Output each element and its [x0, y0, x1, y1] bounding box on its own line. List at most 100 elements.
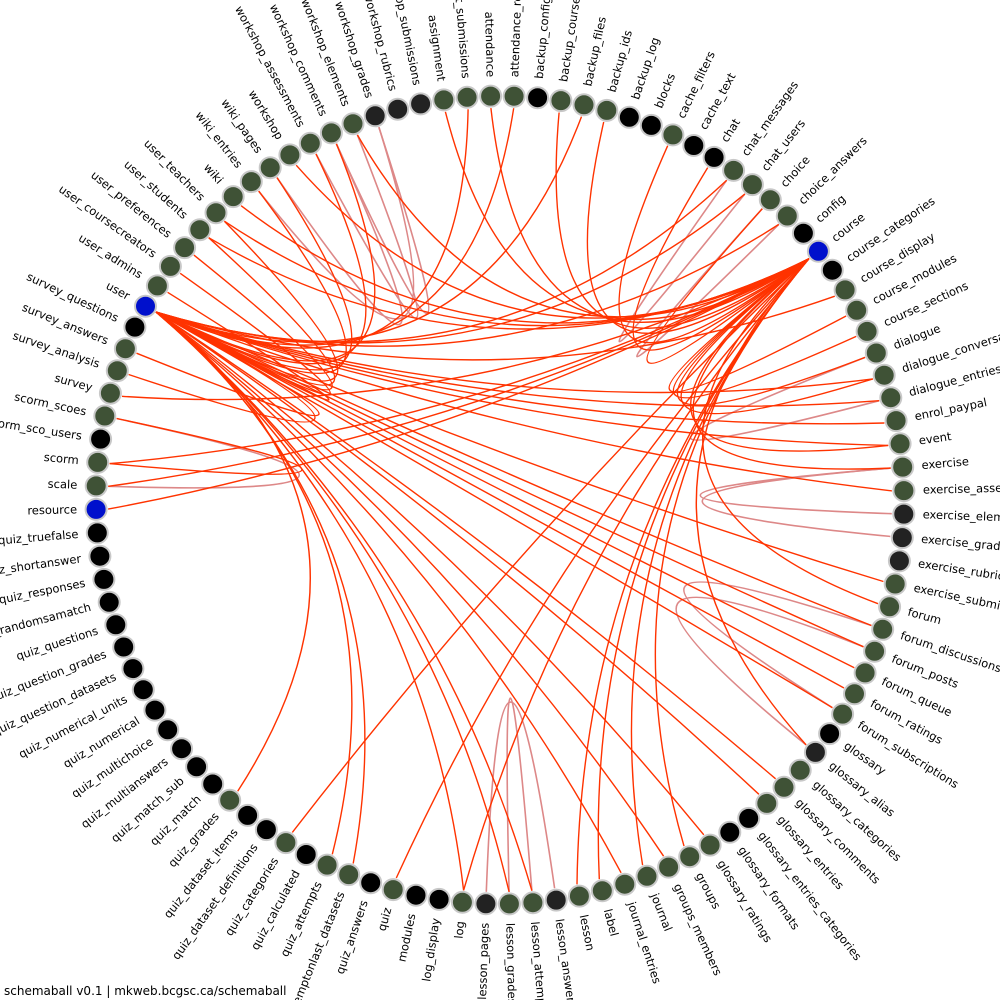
table-node-workshop-assessments[interactable] — [298, 131, 322, 155]
table-node-quiz-numerical-units[interactable] — [131, 678, 155, 702]
table-node-user-teachers[interactable] — [204, 201, 228, 225]
table-node-course-categories[interactable] — [820, 258, 844, 282]
table-node-survey-answers[interactable] — [113, 337, 137, 361]
table-node-assignment[interactable] — [432, 88, 456, 112]
table-node-quiz-numerical[interactable] — [143, 698, 167, 722]
table-node-dialogue[interactable] — [864, 341, 888, 365]
table-node-label[interactable] — [590, 879, 614, 903]
table-node-quiz-dataset-definitions[interactable] — [254, 818, 278, 842]
table-node-log-display[interactable] — [427, 887, 451, 911]
table-node-quiz-question-datasets[interactable] — [121, 657, 145, 681]
table-node-dialogue-entries[interactable] — [879, 386, 903, 410]
table-node-quiz-attempts[interactable] — [315, 853, 339, 877]
table-node-log[interactable] — [450, 890, 474, 914]
table-node-course[interactable] — [806, 239, 830, 263]
table-node-workshop-rubrics[interactable] — [386, 97, 410, 121]
table-node-course-modules[interactable] — [845, 298, 869, 322]
table-node-user-coursecreators[interactable] — [158, 254, 182, 278]
table-node-workshop-grades[interactable] — [363, 104, 387, 128]
table-node-journal-entries[interactable] — [613, 872, 637, 896]
table-node-lesson-answers[interactable] — [544, 888, 568, 912]
table-node-quiz-randomsamatch[interactable] — [97, 590, 121, 614]
table-node-wiki-entries[interactable] — [239, 170, 263, 194]
table-node-scale[interactable] — [84, 474, 108, 498]
table-node-forum[interactable] — [878, 595, 902, 619]
table-node-glossary-categories[interactable] — [788, 758, 812, 782]
table-node-backup-ids[interactable] — [595, 98, 619, 122]
table-node-glossary-formats[interactable] — [718, 820, 742, 844]
table-node-quiz-calculated[interactable] — [294, 843, 318, 866]
table-node-forum-discussions[interactable] — [871, 617, 895, 641]
table-node-quiz-responses[interactable] — [92, 567, 116, 591]
table-node-exercise[interactable] — [891, 455, 915, 479]
table-node-course-display[interactable] — [833, 278, 857, 302]
table-node-scorm-sco-users[interactable] — [89, 427, 113, 451]
table-node-quiz-grades[interactable] — [218, 788, 242, 812]
table-node-glossary-comments[interactable] — [772, 775, 796, 799]
table-node-journal[interactable] — [635, 864, 659, 888]
table-node-wiki[interactable] — [221, 185, 245, 209]
table-node-scorm[interactable] — [86, 450, 110, 474]
table-node-user-preferences[interactable] — [173, 236, 197, 260]
table-node-survey-questions[interactable] — [123, 315, 147, 339]
table-node-dialogue-conversations[interactable] — [872, 363, 896, 387]
table-node-choice-answers[interactable] — [775, 204, 799, 228]
table-node-quiz-match-sub[interactable] — [185, 755, 209, 779]
table-node-quiz-answers[interactable] — [359, 871, 383, 895]
table-node-modules[interactable] — [404, 883, 428, 907]
table-node-glossary-entries-categories[interactable] — [737, 806, 761, 830]
table-node-blocks[interactable] — [639, 113, 663, 137]
table-node-glossary[interactable] — [818, 722, 842, 746]
table-node-lesson-pages[interactable] — [474, 892, 498, 916]
table-node-workshop-elements[interactable] — [341, 112, 365, 136]
table-node-backup-courses[interactable] — [549, 89, 573, 113]
table-node-chat-messages[interactable] — [722, 158, 746, 182]
table-node-lesson-attempts[interactable] — [521, 891, 545, 915]
table-node-quiz-attemptonlast-datasets[interactable] — [337, 863, 361, 887]
table-node-quiz-truefalse[interactable] — [85, 521, 109, 545]
table-node-wiki-pages[interactable] — [258, 156, 282, 180]
table-node-quiz-match[interactable] — [201, 772, 225, 796]
table-node-forum-subscriptions[interactable] — [831, 702, 855, 726]
table-node-quiz-multichoice[interactable] — [156, 718, 180, 742]
table-node-backup-log[interactable] — [617, 105, 641, 129]
table-node-exercise-submissions[interactable] — [883, 572, 907, 596]
table-node-quiz-dataset-items[interactable] — [236, 803, 260, 827]
table-node-user-admins[interactable] — [145, 274, 169, 298]
table-node-glossary-ratings[interactable] — [698, 833, 722, 857]
table-node-chat[interactable] — [702, 145, 726, 169]
table-node-backup-config[interactable] — [526, 86, 550, 110]
table-node-user[interactable] — [134, 294, 157, 318]
table-node-workshop-comments[interactable] — [319, 121, 343, 145]
table-node-lesson-grades[interactable] — [497, 892, 521, 916]
table-node-event[interactable] — [888, 432, 912, 456]
table-node-exercise-rubrics[interactable] — [887, 549, 911, 573]
table-node-exercise-elements[interactable] — [892, 502, 916, 526]
table-node-groups-members[interactable] — [657, 855, 681, 879]
table-node-enrol-paypal[interactable] — [884, 409, 908, 433]
table-node-workshop-submissions[interactable] — [409, 92, 433, 116]
table-node-config[interactable] — [791, 221, 815, 245]
table-node-workshop[interactable] — [278, 143, 302, 167]
table-node-quiz-categories[interactable] — [274, 831, 298, 855]
table-node-scorm-scoes[interactable] — [93, 404, 117, 428]
table-node-quiz-multianswers[interactable] — [170, 737, 194, 761]
table-node-exercise-grades[interactable] — [890, 526, 914, 550]
table-node-quiz-questions[interactable] — [104, 613, 128, 637]
table-node-chat-users[interactable] — [740, 173, 764, 197]
table-node-user-students[interactable] — [188, 218, 212, 242]
table-node-quiz-question-grades[interactable] — [112, 635, 136, 659]
table-node-attendance[interactable] — [479, 84, 503, 108]
table-node-choice[interactable] — [758, 188, 782, 212]
table-node-survey[interactable] — [98, 381, 122, 405]
table-node-attendance-roll[interactable] — [502, 84, 526, 108]
table-node-glossary-alias[interactable] — [803, 740, 827, 764]
table-node-quiz[interactable] — [381, 878, 405, 902]
table-node-resource[interactable] — [84, 497, 108, 521]
table-node-exercise-assessments[interactable] — [892, 479, 916, 503]
table-node-groups[interactable] — [678, 845, 702, 869]
table-node-cache-filters[interactable] — [661, 123, 685, 147]
table-node-cache-text[interactable] — [682, 134, 706, 157]
table-node-quiz-shortanswer[interactable] — [88, 544, 112, 568]
table-node-forum-queue[interactable] — [853, 661, 877, 685]
